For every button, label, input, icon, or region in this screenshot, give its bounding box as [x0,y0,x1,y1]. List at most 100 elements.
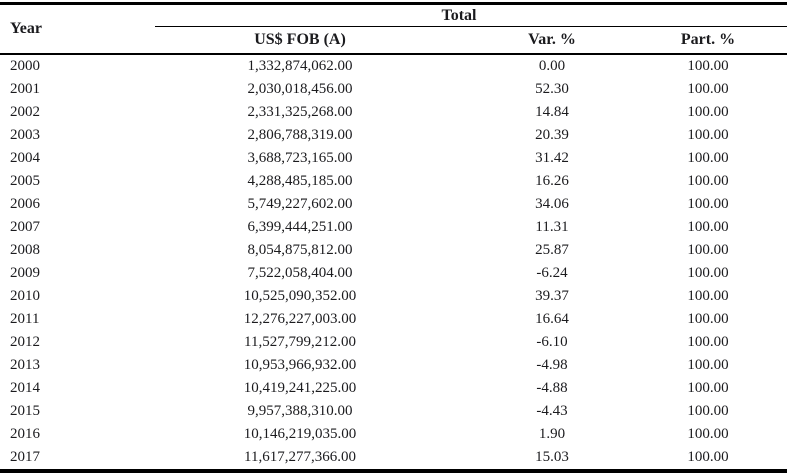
var-pct-cell: 1.90 [538,426,566,442]
table-header: Year Total US$ FOB (A) Var. % Part. % [0,3,787,55]
year-cell: 2006 [10,196,40,212]
sub-header-row: US$ FOB (A) Var. % Part. % [0,26,787,55]
var-pct-cell: 16.26 [535,173,569,189]
total-group-header: Total [155,3,787,27]
usd-fob-column-header: US$ FOB (A) [155,26,445,55]
table-row: 2002 2,331,325,268.00 14.84 100.00 [0,101,787,124]
year-cell: 2007 [10,219,40,235]
part-pct-cell: 100.00 [687,150,729,166]
part-pct-cell: 100.00 [687,173,729,189]
usd-fob-cell: 2,030,018,456.00 [247,81,353,97]
usd-fob-cell: 11,617,277,366.00 [244,449,356,465]
part-pct-cell: 100.00 [687,334,729,350]
var-pct-cell: 15.03 [535,449,569,465]
year-cell: 2002 [10,104,40,120]
var-pct-cell: 11.31 [535,219,569,235]
table-row: 2008 8,054,875,812.00 25.87 100.00 [0,239,787,262]
year-cell: 2003 [10,127,40,143]
usd-fob-cell: 9,957,388,310.00 [247,403,353,419]
var-pct-cell: 20.39 [535,127,569,143]
var-pct-cell: 31.42 [535,150,569,166]
year-cell: 2001 [10,81,40,97]
part-pct-cell: 100.00 [687,104,729,120]
year-cell: 2008 [10,242,40,258]
part-pct-cell: 100.00 [687,380,729,396]
year-cell: 2016 [10,426,40,442]
var-pct-cell: -4.88 [536,380,568,396]
table-row: 2000 1,332,874,062.00 0.00 100.00 [0,54,787,78]
table-row: 2006 5,749,227,602.00 34.06 100.00 [0,193,787,216]
part-pct-cell: 100.00 [687,219,729,235]
table-row: 2009 7,522,058,404.00 -6.24 100.00 [0,262,787,285]
usd-fob-cell: 11,527,799,212.00 [244,334,356,350]
usd-fob-cell: 2,806,788,319.00 [247,127,353,143]
var-pct-cell: 25.87 [535,242,569,258]
part-pct-cell: 100.00 [687,449,729,465]
var-pct-cell: -6.24 [536,265,568,281]
var-pct-cell: -4.43 [536,403,568,419]
table-row: 2004 3,688,723,165.00 31.42 100.00 [0,147,787,170]
usd-fob-cell: 10,525,090,352.00 [243,288,357,304]
table-row: 2016 10,146,219,035.00 1.90 100.00 [0,423,787,446]
year-cell: 2014 [10,380,40,396]
usd-fob-cell: 2,331,325,268.00 [247,104,353,120]
year-cell: 2015 [10,403,40,419]
year-cell: 2010 [10,288,40,304]
part-pct-column-header: Part. % [659,26,787,55]
year-cell: 2004 [10,150,40,166]
table-row: 2015 9,957,388,310.00 -4.43 100.00 [0,400,787,423]
usd-fob-cell: 4,288,485,185.00 [247,173,353,189]
part-pct-cell: 100.00 [687,81,729,97]
part-pct-cell: 100.00 [687,196,729,212]
year-cell: 2000 [10,58,40,74]
table-body: 2000 1,332,874,062.00 0.00 100.00 2001 2… [0,54,787,471]
var-pct-cell: -4.98 [536,357,568,373]
table-row: 2017 11,617,277,366.00 15.03 100.00 [0,446,787,471]
table-row: 2001 2,030,018,456.00 52.30 100.00 [0,78,787,101]
year-cell: 2012 [10,334,40,350]
part-pct-cell: 100.00 [687,357,729,373]
usd-fob-cell: 7,522,058,404.00 [247,265,353,281]
part-pct-cell: 100.00 [687,127,729,143]
part-pct-cell: 100.00 [687,311,729,327]
table-row: 2014 10,419,241,225.00 -4.88 100.00 [0,377,787,400]
table-row: 2007 6,399,444,251.00 11.31 100.00 [0,216,787,239]
year-cell: 2017 [10,449,40,465]
usd-fob-cell: 3,688,723,165.00 [247,150,353,166]
var-pct-cell: 34.06 [535,196,569,212]
usd-fob-cell: 8,054,875,812.00 [247,242,353,258]
usd-fob-cell: 1,332,874,062.00 [247,58,353,74]
part-pct-cell: 100.00 [687,403,729,419]
table-row: 2011 12,276,227,003.00 16.64 100.00 [0,308,787,331]
var-pct-cell: 39.37 [535,288,569,304]
part-pct-cell: 100.00 [687,58,729,74]
table-row: 2003 2,806,788,319.00 20.39 100.00 [0,124,787,147]
group-header-row: Year Total [0,3,787,55]
var-pct-cell: -6.10 [536,334,568,350]
usd-fob-cell: 12,276,227,003.00 [243,311,357,327]
year-cell: 2009 [10,265,40,281]
usd-fob-cell: 10,953,966,932.00 [243,357,357,373]
table-row: 2010 10,525,090,352.00 39.37 100.00 [0,285,787,308]
part-pct-cell: 100.00 [687,288,729,304]
usd-fob-cell: 10,419,241,225.00 [243,380,357,396]
year-column-header: Year [0,3,155,55]
table-row: 2013 10,953,966,932.00 -4.98 100.00 [0,354,787,377]
year-cell: 2011 [10,311,40,327]
table-row: 2012 11,527,799,212.00 -6.10 100.00 [0,331,787,354]
usd-fob-cell: 6,399,444,251.00 [247,219,353,235]
usd-fob-cell: 10,146,219,035.00 [243,426,357,442]
usd-fob-cell: 5,749,227,602.00 [247,196,353,212]
var-pct-cell: 52.30 [535,81,569,97]
part-pct-cell: 100.00 [687,426,729,442]
var-pct-column-header: Var. % [445,26,659,55]
var-pct-cell: 0.00 [538,58,566,74]
table-row: 2005 4,288,485,185.00 16.26 100.00 [0,170,787,193]
part-pct-cell: 100.00 [687,265,729,281]
year-cell: 2005 [10,173,40,189]
var-pct-cell: 14.84 [535,104,569,120]
part-pct-cell: 100.00 [687,242,729,258]
year-cell: 2013 [10,357,40,373]
